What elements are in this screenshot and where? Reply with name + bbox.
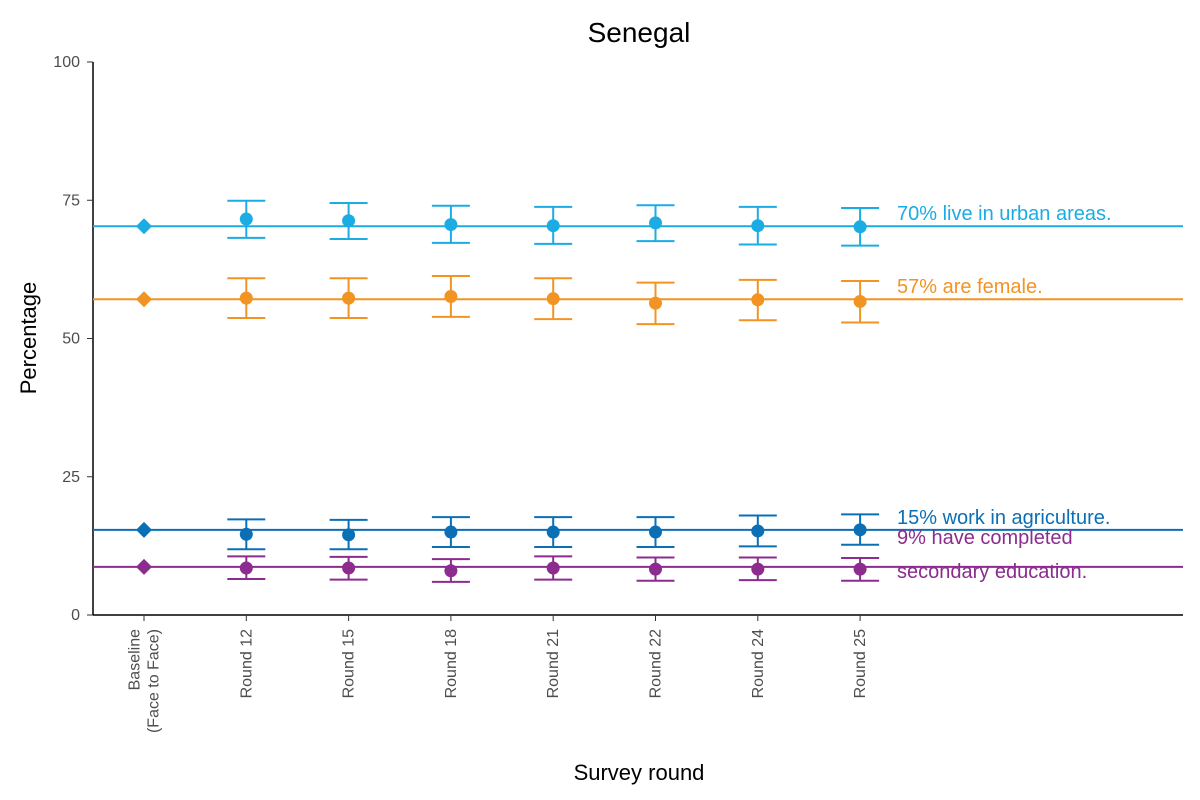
y-tick-label: 0 <box>71 607 80 624</box>
data-point <box>342 561 356 575</box>
series-urban: 70% live in urban areas. <box>93 199 1183 247</box>
series-label: 15% work in agriculture. <box>897 507 1110 529</box>
series-label: 9% have completed <box>897 527 1073 549</box>
data-point <box>853 294 867 308</box>
data-point <box>546 219 560 233</box>
data-point <box>239 527 253 541</box>
data-point <box>751 219 765 233</box>
series-label: 70% live in urban areas. <box>897 203 1112 225</box>
series-agriculture: 15% work in agriculture. <box>93 507 1183 551</box>
y-tick-label: 50 <box>62 331 80 348</box>
data-point <box>546 525 560 539</box>
x-tick-label: Round 15 <box>341 629 358 698</box>
x-tick-label: Round 25 <box>852 629 869 698</box>
data-point <box>342 528 356 542</box>
series-secondary: 9% have completed secondary education. <box>93 527 1183 583</box>
data-point <box>342 214 356 228</box>
x-tick-label: Round 12 <box>238 629 255 698</box>
data-point <box>751 562 765 576</box>
data-point <box>751 524 765 538</box>
series-female: 57% are female. <box>93 275 1183 326</box>
x-tick-label: Round 22 <box>648 629 665 698</box>
baseline-point <box>136 558 152 575</box>
chart-title: Senegal <box>588 17 691 48</box>
data-point <box>444 525 458 539</box>
x-tick-label: (Face to Face) <box>146 629 163 733</box>
data-point <box>239 212 253 226</box>
y-tick-label: 100 <box>53 54 80 71</box>
data-point <box>546 292 560 306</box>
data-point <box>649 525 662 539</box>
x-tick-label: Round 24 <box>750 629 767 698</box>
data-point <box>239 291 253 305</box>
y-tick-label: 75 <box>62 192 80 209</box>
data-point <box>853 523 867 537</box>
data-point <box>649 296 662 310</box>
plot-area: 0 25 50 75 100 Baseline (Face to Face) Round 12… <box>53 54 1183 733</box>
series-label: secondary education. <box>897 561 1087 583</box>
data-point <box>239 561 253 575</box>
data-point <box>649 216 662 230</box>
x-tick-label: Round 21 <box>545 629 562 698</box>
data-point <box>444 218 458 232</box>
data-point <box>853 562 867 576</box>
data-point <box>751 293 765 307</box>
x-tick-label: Baseline <box>127 629 144 690</box>
y-axis-title: Percentage <box>16 282 41 395</box>
data-point <box>444 564 458 578</box>
baseline-point <box>136 218 152 235</box>
x-axis-title: Survey round <box>574 760 705 785</box>
data-point <box>444 289 458 303</box>
series-label: 57% are female. <box>897 276 1043 298</box>
y-tick-label: 25 <box>62 469 80 486</box>
data-point <box>342 291 356 305</box>
baseline-point <box>136 291 152 308</box>
baseline-point <box>136 521 152 538</box>
data-point <box>853 220 867 234</box>
x-tick-label: Round 18 <box>443 629 460 698</box>
data-point <box>649 562 662 576</box>
data-point <box>546 561 560 575</box>
